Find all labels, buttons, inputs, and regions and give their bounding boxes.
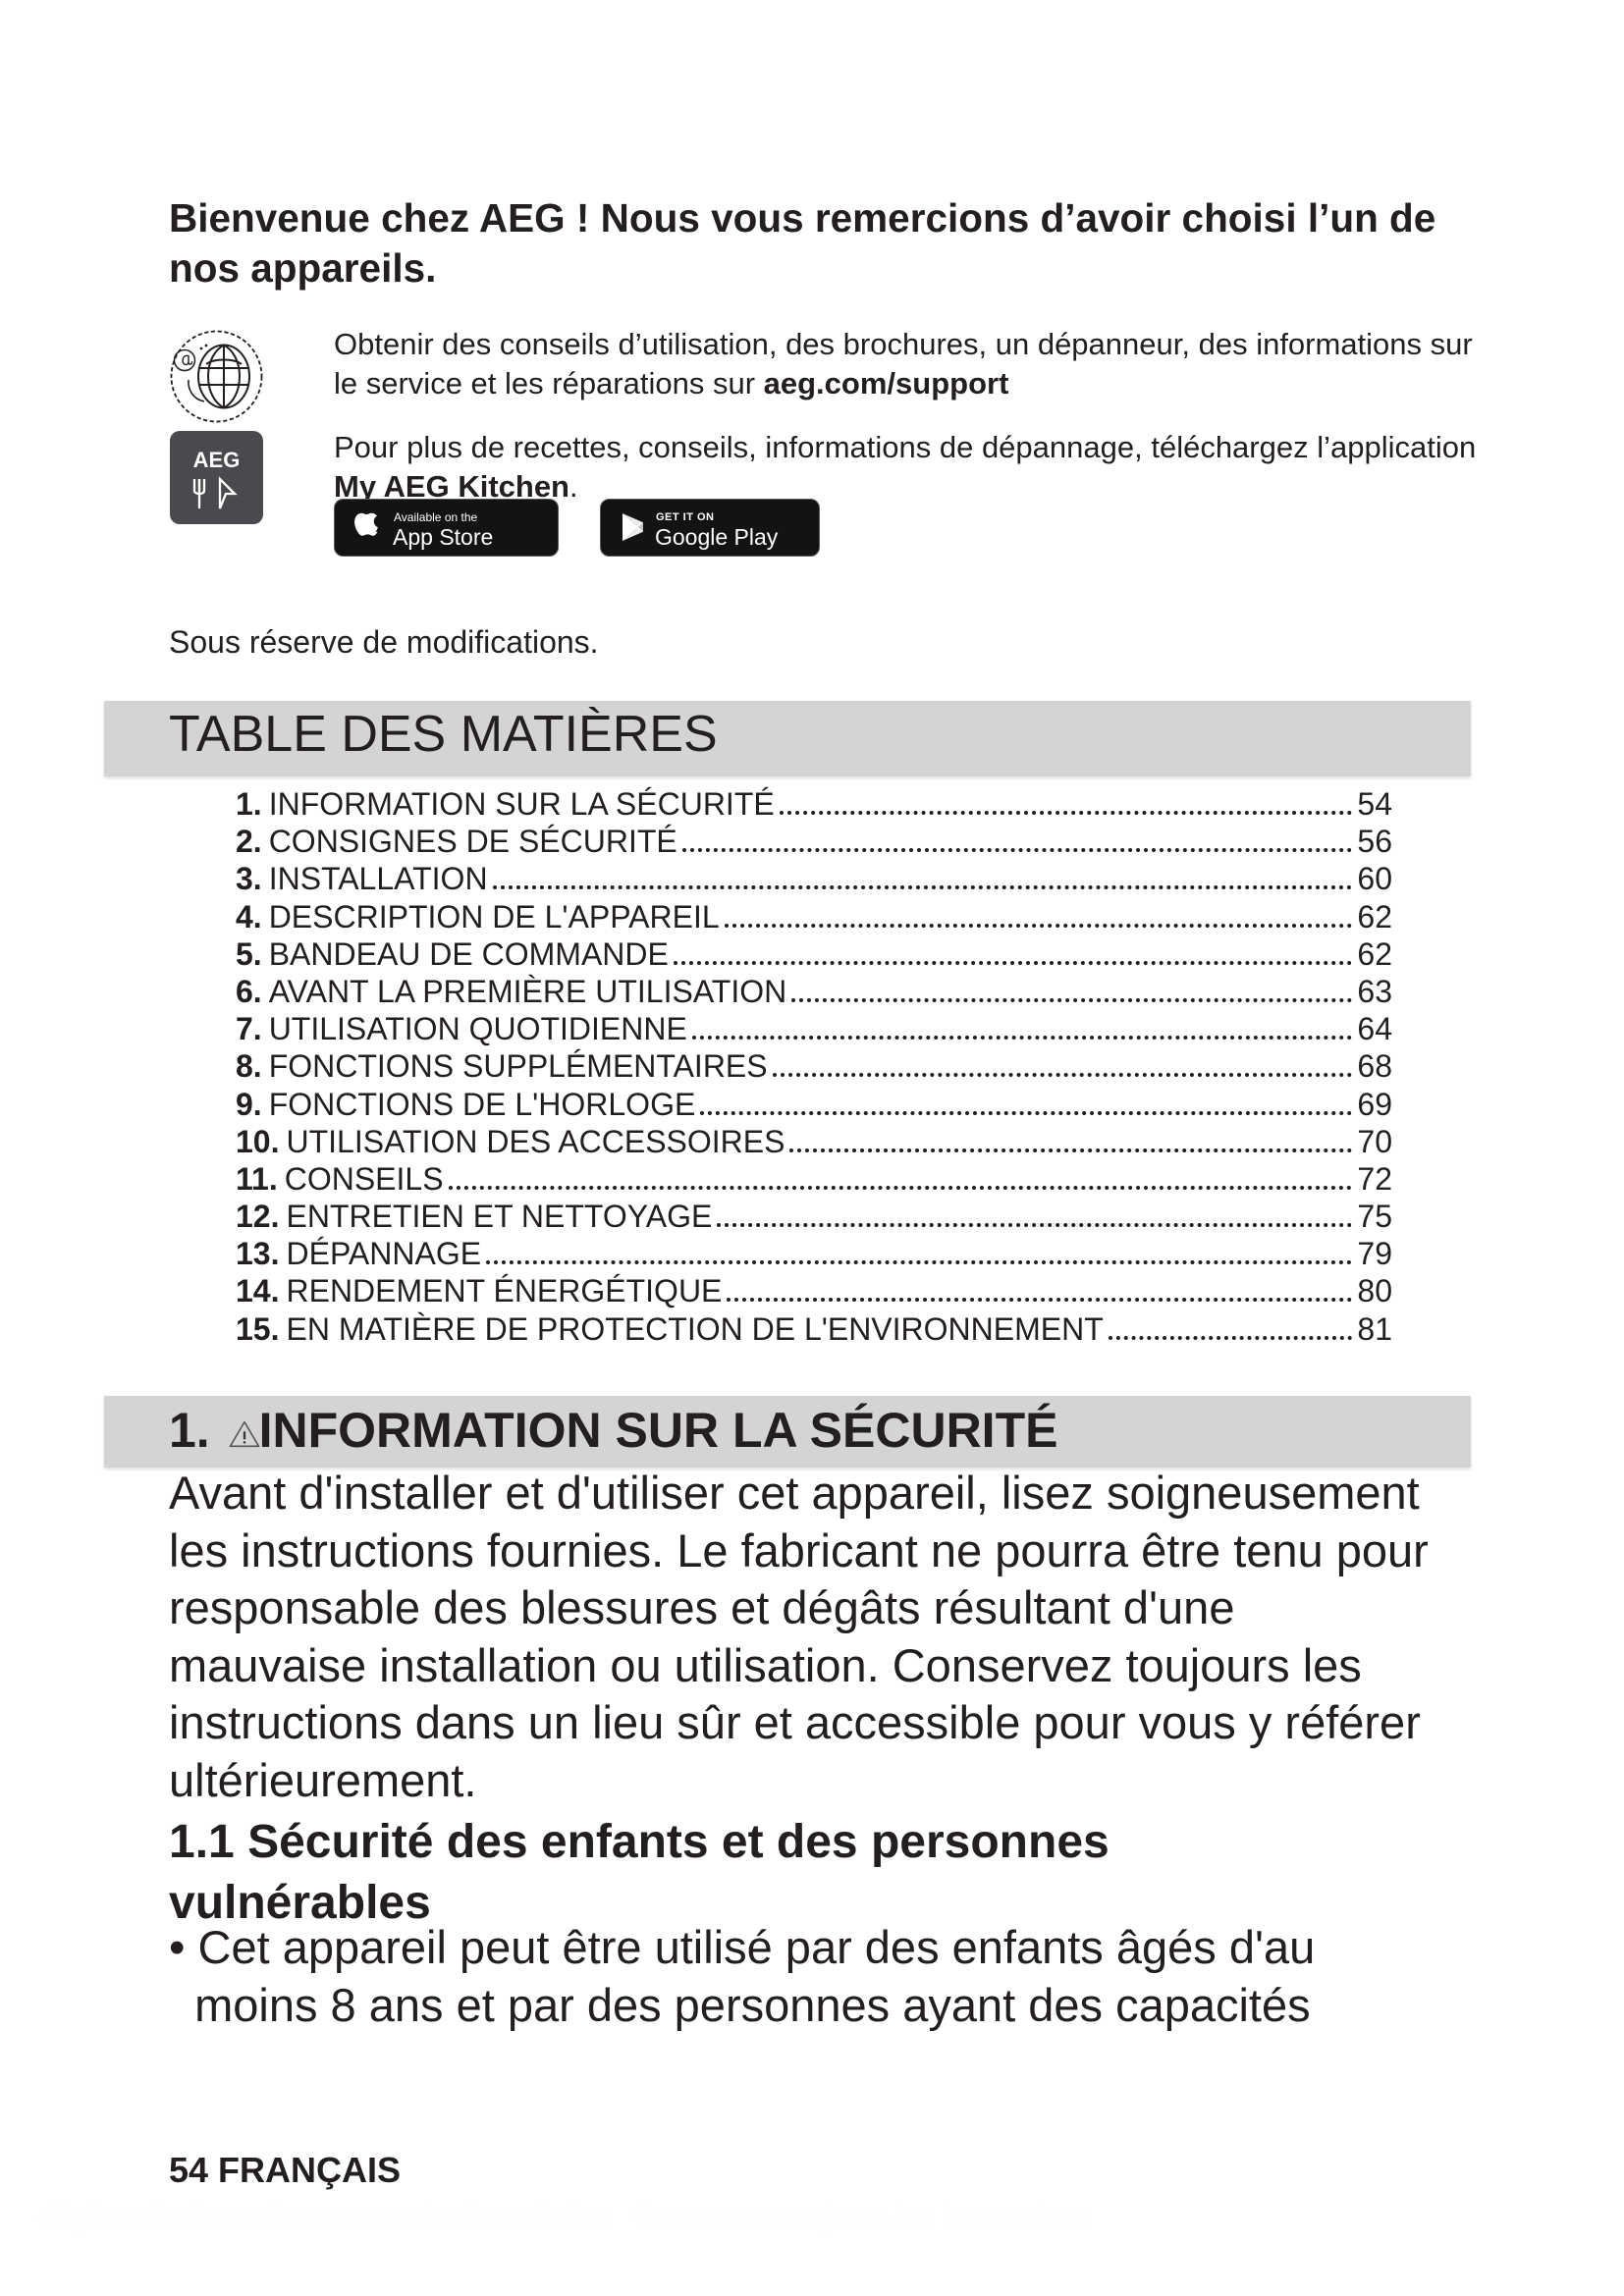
svg-text:App Store: App Store bbox=[393, 524, 493, 550]
svg-text:Google Play: Google Play bbox=[655, 524, 779, 550]
svg-text:GET IT ON: GET IT ON bbox=[656, 511, 715, 523]
svg-text:AEG: AEG bbox=[193, 448, 241, 472]
svg-text:Available on the: Available on the bbox=[394, 510, 478, 524]
